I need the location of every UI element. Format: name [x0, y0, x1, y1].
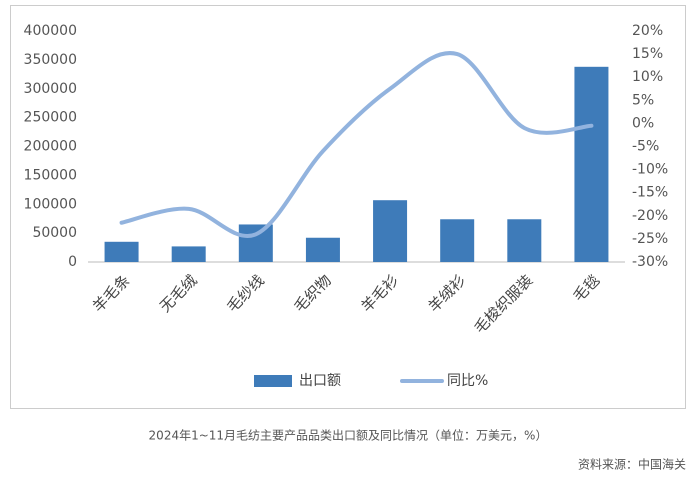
y2-tick-label: -30%: [632, 254, 668, 270]
y-tick-label: 300000: [24, 81, 77, 97]
y2-tick-label: 0%: [632, 115, 654, 131]
source: 资料来源：中国海关: [578, 457, 686, 472]
y2-tick-label: -25%: [632, 231, 668, 247]
legend-swatch: [254, 375, 292, 387]
y-tick-label: 400000: [24, 23, 77, 39]
legend-label: 同比%: [447, 373, 488, 389]
chart-frame: [10, 5, 686, 409]
y2-tick-label: 20%: [632, 23, 663, 39]
bar: [171, 246, 206, 262]
bar: [104, 241, 139, 262]
legend-label: 出口额: [299, 373, 341, 389]
y-tick-label: 0: [68, 254, 77, 270]
y-tick-label: 150000: [24, 167, 77, 183]
y-tick-label: 250000: [24, 110, 77, 126]
bar: [507, 219, 542, 262]
y2-tick-label: -20%: [632, 208, 668, 224]
y-tick-label: 100000: [24, 196, 77, 212]
bar: [440, 219, 475, 262]
bar: [305, 237, 340, 262]
y-tick-label: 50000: [32, 225, 77, 241]
y2-tick-label: -15%: [632, 185, 668, 201]
y2-tick-label: 10%: [632, 69, 663, 85]
y2-tick-label: 5%: [632, 92, 654, 108]
y2-tick-label: -10%: [632, 162, 668, 178]
y2-tick-label: -5%: [632, 139, 659, 155]
line: [119, 51, 594, 238]
bar: [373, 200, 408, 262]
y-tick-label: 350000: [24, 52, 77, 68]
y2-tick-label: 15%: [632, 46, 663, 62]
bar: [238, 224, 273, 262]
y-tick-label: 200000: [24, 139, 77, 155]
bar: [574, 66, 609, 263]
caption: 2024年1~11月毛纺主要产品品类出口额及同比情况（单位：万美元，%）: [149, 428, 548, 443]
